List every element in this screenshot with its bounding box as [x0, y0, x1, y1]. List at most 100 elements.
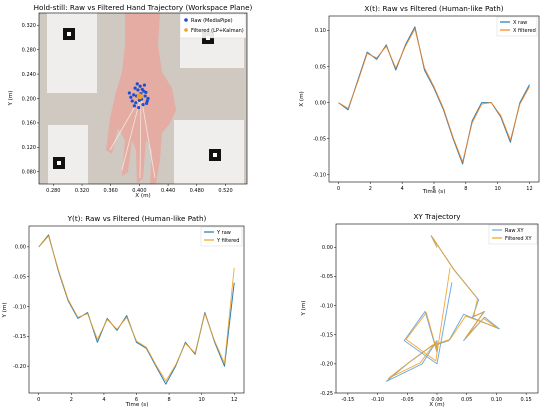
x-tick-label: 0.00	[431, 397, 442, 403]
marks	[338, 26, 530, 165]
paper-sheet	[48, 125, 88, 184]
aruco-marker	[67, 32, 71, 36]
x-tick-label: 0.400	[132, 188, 146, 194]
y-tick-label: 0.120	[22, 145, 36, 151]
legend: X raw X filtered	[496, 16, 538, 37]
x-tick-label: 12	[231, 397, 237, 403]
chart-title: X(t): Raw vs Filtered (Human-like Path)	[364, 4, 503, 13]
filtered-point	[137, 94, 142, 99]
y-axis-label: X (m)	[299, 91, 305, 106]
legend-label: Filtered (LP+Kalman)	[191, 28, 244, 34]
aruco-marker	[213, 153, 217, 157]
legend-label: X raw	[513, 20, 527, 26]
x-tick-label: -0.15	[341, 397, 354, 403]
y-axis-label: Y (m)	[8, 90, 14, 106]
y-tick-label: 0.00	[315, 100, 326, 106]
x-tick-label: 4	[401, 186, 404, 192]
x-tick-label: 8	[167, 397, 170, 403]
x-axis-label: X (m)	[135, 193, 150, 199]
legend-label: Filtered XY	[505, 236, 533, 242]
marks	[127, 82, 150, 110]
y-tick-label: -0.05	[313, 136, 326, 142]
raw-point	[137, 98, 142, 102]
legend-label: Raw XY	[505, 228, 525, 234]
x-tick-label: -0.05	[401, 397, 414, 403]
legend: Raw XY Filtered XY	[488, 224, 538, 245]
chart-title: Hold-still: Raw vs Filtered Hand Traject…	[34, 3, 253, 12]
axes: 0.280 0.320 0.360 0.400 0.440 0.480 0.520 0.080…	[22, 23, 233, 194]
y-tick-label: -0.05	[320, 274, 333, 280]
raw-point	[132, 104, 136, 108]
x-axis-label: X (m)	[429, 402, 444, 408]
legend-label: Raw (MediaPipe)	[191, 18, 233, 24]
x-tick-label: 0	[337, 186, 340, 192]
x-tick-label: 0.360	[104, 188, 118, 194]
plot-frame	[335, 223, 539, 394]
x-tick-label: 6	[432, 186, 435, 192]
x-tick-label: -0.10	[371, 397, 384, 403]
raw-point	[135, 82, 139, 86]
y-tick-label: -0.10	[13, 304, 26, 310]
y-tick-label: -0.15	[13, 334, 26, 340]
y-tick-label: 0.280	[22, 47, 36, 53]
raw-point	[143, 94, 147, 98]
y-axis-label: Y (m)	[301, 300, 307, 316]
legend: Y raw Y filtered	[200, 226, 243, 247]
legend: Raw (MediaPipe) Filtered (LP+Kalman)	[179, 13, 247, 39]
y-tick-label: 0.080	[22, 170, 36, 176]
legend-label: X filtered	[513, 28, 536, 34]
legend-box	[179, 13, 247, 39]
marks	[386, 235, 500, 382]
chart-title: XY Trajectory	[413, 212, 461, 221]
y-tick-label: 0.160	[22, 121, 36, 127]
x-tick-label: 0.480	[190, 188, 204, 194]
x-filtered-line	[338, 28, 530, 163]
chart-title: Y(t): Raw vs Filtered (Human-like Path)	[67, 214, 207, 223]
x-tick-label: 0.520	[218, 188, 232, 194]
x-tick-label: 0	[37, 397, 40, 403]
x-axis-label: Time (s)	[125, 402, 149, 408]
x-axis-label: Time (s)	[422, 189, 446, 195]
raw-point	[136, 88, 140, 92]
x-tick-label: 0.15	[521, 397, 532, 403]
raw-xy-line	[386, 235, 500, 382]
x-tick-label: 2	[70, 397, 73, 403]
aruco-marker	[57, 161, 61, 165]
axes: 0 2 4 6 8 10 12 0.00 -0.05 -0.10 -0.15 -0.20	[13, 245, 237, 403]
filtered-xy-line	[387, 236, 499, 379]
raw-point	[142, 83, 147, 87]
x-tick-label: 8	[464, 186, 467, 192]
y-tick-label: -0.05	[13, 274, 26, 280]
legend-label: Y raw	[216, 230, 231, 236]
y-tick-label: -0.15	[320, 333, 333, 339]
x-tick-label: 0.320	[75, 188, 89, 194]
xy-trajectory-panel: XY Trajectory -0.15 -0.10 -0.05 0.00 0.05 0.1…	[301, 212, 539, 408]
raw-point	[145, 99, 149, 103]
hold-still-panel: Hold-still: Raw vs Filtered Hand Traject…	[8, 3, 253, 199]
raw-point	[141, 103, 145, 107]
raw-point	[146, 96, 150, 101]
y-tick-label: -0.10	[313, 173, 326, 179]
raw-point	[127, 91, 131, 95]
hand-skeleton	[139, 95, 142, 179]
y-tick-label: 0.200	[22, 96, 36, 102]
legend-label: Y filtered	[216, 238, 239, 244]
raw-point	[130, 99, 134, 103]
hand-skeleton	[109, 95, 142, 151]
y-tick-label: -0.25	[320, 391, 333, 397]
raw-point	[129, 95, 133, 99]
axes: 0 2 4 6 8 10 12 -0.10 -0.05 0.00 0.05 0.10	[313, 28, 533, 192]
y-axis-label: Y (m)	[2, 302, 8, 318]
x-time-panel: X(t): Raw vs Filtered (Human-like Path) …	[299, 4, 540, 195]
paper-sheet	[47, 13, 97, 93]
legend-marker	[184, 28, 188, 32]
y-tick-label: 0.320	[22, 23, 36, 29]
hand-skeleton	[140, 95, 156, 179]
marks	[38, 234, 235, 385]
x-raw-line	[338, 26, 530, 165]
x-tick-label: 4	[102, 397, 105, 403]
x-tick-label: 0.10	[491, 397, 502, 403]
y-tick-label: 0.10	[315, 28, 326, 34]
y-tick-label: -0.10	[320, 303, 333, 309]
raw-point	[138, 84, 142, 88]
